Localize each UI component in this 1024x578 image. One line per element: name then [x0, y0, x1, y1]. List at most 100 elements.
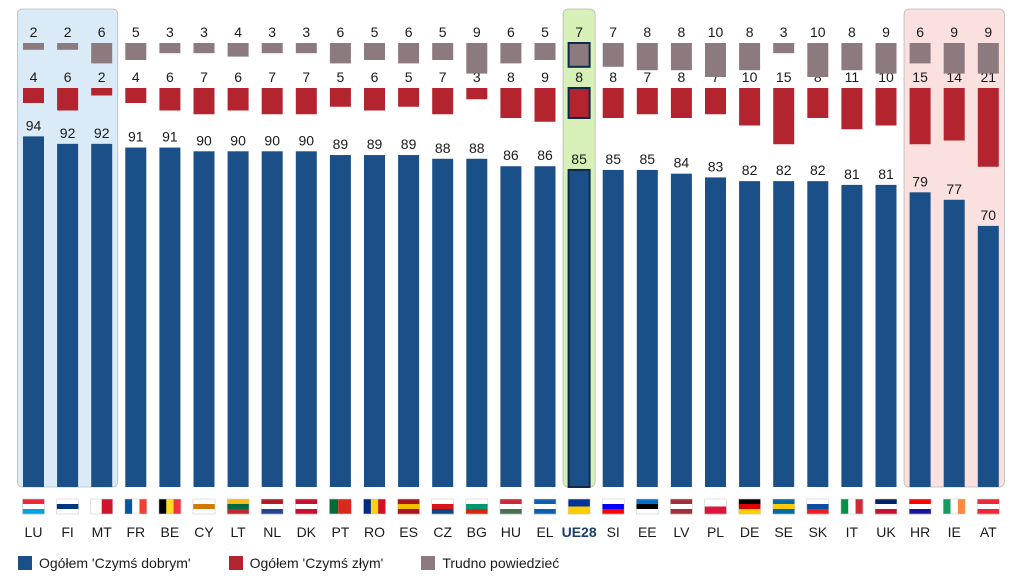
- bar-dont-know-ro: [364, 43, 385, 60]
- bar-dont-know-hr: [909, 43, 931, 64]
- flag-fi-band-1: [56, 504, 79, 510]
- flag-dk-band-0: [295, 499, 318, 505]
- label-good-uk: 81: [878, 166, 894, 182]
- label-good-lv: 84: [674, 155, 690, 171]
- bar-dont-know-de: [739, 43, 761, 71]
- bar-good-sk: [807, 181, 829, 487]
- flag-uk-band-2: [875, 509, 897, 515]
- bar-bad-cz: [432, 88, 454, 115]
- flag-lt-band-2: [227, 509, 250, 515]
- label-dont-know-lt: 4: [234, 24, 242, 40]
- legend-swatch-bad: [228, 556, 243, 570]
- flag-pt-border: [329, 498, 352, 515]
- label-good-cz: 88: [435, 140, 451, 156]
- bar-bad-de: [739, 88, 761, 126]
- bar-good-it: [841, 184, 863, 487]
- flag-cy-band-1: [193, 504, 215, 510]
- label-bad-nl: 7: [268, 69, 276, 85]
- category-label-pl: PL: [707, 524, 724, 540]
- bar-bad-sk: [807, 88, 829, 118]
- flag-nl-border: [260, 498, 284, 515]
- category-label-cz: CZ: [433, 524, 452, 540]
- flag-ie-band-2: [957, 499, 966, 514]
- bar-good-lv: [670, 173, 692, 487]
- flag-pl-band-1: [704, 506, 727, 515]
- flag-pt-band-1: [338, 499, 352, 514]
- flag-de-band-0: [738, 499, 761, 505]
- bar-bad-cy: [193, 88, 215, 115]
- label-dont-know-ee: 8: [643, 24, 651, 40]
- flag-mt-band-0: [90, 499, 102, 514]
- flag-si-band-0: [602, 499, 625, 505]
- label-good-el: 86: [537, 147, 553, 163]
- bar-bad-ro: [364, 88, 385, 111]
- flag-se-band-2: [772, 509, 795, 515]
- flag-lv-band-0: [670, 499, 693, 505]
- bar-dont-know-mt: [91, 43, 113, 64]
- flag-lv-band-2: [670, 509, 693, 515]
- label-bad-fi: 6: [64, 69, 72, 85]
- label-good-lt: 90: [230, 132, 246, 148]
- legend-swatch-dont-know: [421, 556, 436, 570]
- flag-ue28-band-1: [568, 506, 591, 515]
- label-good-fr: 91: [128, 129, 144, 145]
- flag-es-band-0: [397, 499, 420, 505]
- bar-good-el: [534, 166, 556, 487]
- bar-good-cy: [193, 151, 215, 488]
- flag-ee-band-1: [636, 504, 659, 510]
- label-dont-know-nl: 3: [268, 24, 276, 40]
- label-dont-know-ro: 5: [371, 24, 379, 40]
- label-good-ee: 85: [640, 151, 656, 167]
- bar-bad-uk: [875, 88, 897, 126]
- flag-cz-band-1: [431, 504, 454, 510]
- label-dont-know-de: 8: [746, 24, 754, 40]
- bar-bad-dk: [295, 88, 317, 115]
- flag-at-band-1: [977, 504, 1000, 510]
- bar-bad-se: [773, 88, 795, 145]
- label-dont-know-ie: 9: [950, 24, 958, 40]
- category-label-ie: IE: [948, 524, 961, 540]
- label-dont-know-fi: 2: [64, 24, 72, 40]
- flag-ro-band-1: [370, 499, 379, 514]
- flag-dk-band-2: [295, 509, 318, 515]
- bar-bad-fi: [57, 88, 79, 111]
- bar-good-ro: [364, 155, 385, 487]
- bar-good-be: [159, 147, 181, 487]
- flag-fr-band-2: [139, 499, 148, 514]
- legend-item-dont-know: Trudno powiedzieć: [421, 555, 559, 571]
- bar-good-hu: [500, 166, 522, 487]
- bar-dont-know-se: [773, 43, 795, 54]
- flag-ee-border: [635, 498, 659, 515]
- label-dont-know-sk: 10: [810, 24, 826, 40]
- flag-lt-band-1: [227, 504, 250, 510]
- legend-item-good: Ogółem 'Czymś dobrym': [18, 555, 191, 571]
- bar-good-fi: [57, 143, 79, 487]
- bar-good-pl: [705, 177, 726, 487]
- label-dont-know-fr: 5: [132, 24, 140, 40]
- flag-es-band-2: [397, 509, 420, 515]
- bar-dont-know-be: [159, 43, 181, 54]
- flag-de-band-2: [738, 509, 761, 515]
- bar-dont-know-ee: [636, 43, 658, 71]
- legend-label-bad: Ogółem 'Czymś złym': [249, 555, 384, 571]
- category-label-se: SE: [774, 524, 793, 540]
- label-dont-know-pl: 10: [708, 24, 724, 40]
- label-dont-know-hr: 6: [916, 24, 924, 40]
- category-label-nl: NL: [263, 524, 281, 540]
- bar-dont-know-dk: [295, 43, 317, 54]
- flag-ie-band-0: [943, 499, 951, 514]
- label-good-ro: 89: [367, 136, 383, 152]
- label-dont-know-mt: 6: [98, 24, 106, 40]
- label-good-pt: 89: [333, 136, 349, 152]
- bar-good-es: [398, 155, 420, 487]
- bar-dont-know-ue28: [567, 42, 591, 68]
- category-label-pt: PT: [331, 524, 349, 540]
- flag-hr-border: [908, 498, 932, 515]
- flag-fr-band-1: [132, 499, 140, 514]
- category-label-it: IT: [846, 524, 859, 540]
- bar-dont-know-pl: [705, 43, 726, 77]
- flag-be-border: [158, 498, 182, 515]
- label-bad-lt: 6: [234, 69, 242, 85]
- flag-hu-band-0: [499, 499, 522, 505]
- flag-lu-band-1: [22, 504, 45, 510]
